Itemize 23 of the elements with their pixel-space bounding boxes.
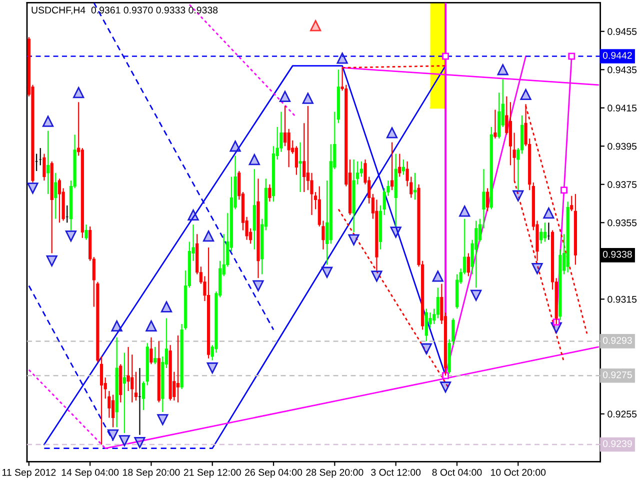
y-tick-label: 0.9455 xyxy=(608,28,637,36)
x-tick-label: 18 Sep 20:00 xyxy=(123,468,180,478)
x-tick-label: 14 Sep 04:00 xyxy=(62,468,119,478)
y-tick-label: 0.9315 xyxy=(608,296,637,303)
x-tick-label: 11 Sep 2012 xyxy=(2,468,56,478)
y-tick-label: 0.9415 xyxy=(608,104,637,112)
x-tick-label: 28 Sep 20:00 xyxy=(306,468,364,478)
ref-line-label: 0.9275 xyxy=(602,371,632,378)
y-tick-label: 0.9395 xyxy=(608,142,637,150)
ref-line-label: 0.9239 xyxy=(602,440,632,448)
x-tick-label: 10 Oct 20:00 xyxy=(491,468,546,476)
chart-title: USDCHF,H4 0.9361 0.9370 0.9333 0.9338 xyxy=(32,6,218,15)
y-tick-label: 0.9435 xyxy=(608,66,637,74)
y-tick-label: 0.9255 xyxy=(608,410,637,418)
ref-line-label: 0.9442 xyxy=(602,52,632,59)
y-tick-label: 0.9355 xyxy=(608,219,637,226)
x-tick-label: 21 Sep 12:00 xyxy=(184,468,241,478)
annotation: 0.9338 xyxy=(602,250,632,258)
y-tick-label: 0.9375 xyxy=(608,181,637,188)
x-tick-label: 26 Sep 04:00 xyxy=(245,468,302,478)
x-tick-label: 8 Oct 04:00 xyxy=(432,468,482,476)
x-tick-label: 3 Oct 12:00 xyxy=(371,468,421,476)
ref-line-label: 0.9293 xyxy=(602,336,632,344)
